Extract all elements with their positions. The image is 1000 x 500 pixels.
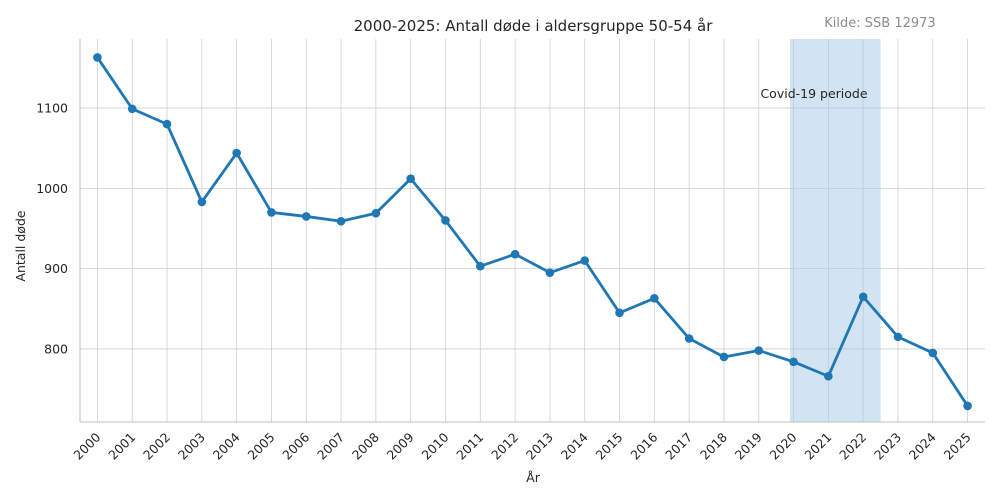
x-tick-label-2018: 2018 (697, 429, 730, 462)
y-tick-label-800: 800 (44, 341, 68, 356)
data-point-2011 (475, 261, 485, 271)
x-axis-label: År (526, 470, 541, 485)
x-tick-label-2000: 2000 (70, 429, 103, 462)
x-tick-label-2011: 2011 (453, 430, 486, 463)
x-tick-label-2006: 2006 (279, 429, 312, 462)
data-point-2009 (406, 174, 415, 184)
data-point-2022 (858, 292, 868, 302)
chart-title: 2000-2025: Antall døde i aldersgruppe 50… (354, 17, 714, 35)
x-tick-label-2023: 2023 (871, 430, 904, 463)
y-tick-label-1000: 1000 (36, 181, 68, 196)
data-point-2017 (684, 334, 694, 343)
data-point-2014 (580, 256, 590, 265)
data-point-2000 (93, 53, 102, 62)
x-tick-label-2010: 2010 (419, 429, 452, 462)
data-point-2023 (893, 332, 903, 342)
data-point-2015 (615, 308, 624, 318)
data-point-2018 (719, 352, 729, 362)
x-tick-label-2009: 2009 (384, 429, 417, 462)
data-point-2006 (301, 212, 311, 221)
axis-spines (79, 39, 985, 423)
x-tick-label-2021: 2021 (801, 430, 834, 463)
y-tick-label-900: 900 (44, 261, 68, 276)
x-tick-label-2024: 2024 (906, 429, 939, 462)
data-point-2024 (928, 348, 938, 358)
data-point-2004 (232, 148, 241, 158)
x-tick-label-2005: 2005 (244, 430, 277, 463)
series-layer (93, 53, 972, 411)
y-axis-label: Antall døde (13, 210, 28, 281)
series-line-0 (96, 56, 969, 407)
x-tick-label-2015: 2015 (593, 430, 626, 463)
x-tick-label-2004: 2004 (210, 429, 243, 462)
x-tick-label-2003: 2003 (175, 430, 208, 463)
x-tick-label-2001: 2001 (105, 430, 138, 463)
x-tick-label-2013: 2013 (523, 430, 556, 463)
x-tick-label-2025: 2025 (941, 430, 974, 463)
data-point-2012 (510, 249, 520, 259)
covid-annotation: Covid-19 periode (760, 86, 867, 101)
data-point-2008 (371, 208, 381, 218)
data-point-2016 (650, 294, 659, 303)
x-tick-label-2019: 2019 (732, 429, 765, 462)
x-tick-label-2008: 2008 (349, 429, 382, 462)
data-point-2010 (441, 216, 450, 225)
data-point-2025 (963, 401, 972, 411)
data-point-2003 (197, 197, 207, 207)
y-tick-labels: 800 900 1000 1100 (36, 101, 68, 357)
data-point-2001 (127, 104, 137, 114)
data-point-2007 (336, 216, 346, 226)
x-tick-label-2012: 2012 (488, 430, 521, 463)
data-point-2021 (824, 371, 833, 381)
data-point-2002 (162, 119, 172, 129)
data-point-2020 (789, 357, 798, 367)
y-tick-label-1100: 1100 (36, 101, 68, 116)
x-tick-label-2022: 2022 (836, 430, 869, 463)
x-tick-label-2017: 2017 (662, 430, 695, 463)
data-point-2019 (754, 346, 764, 355)
x-tick-label-2014: 2014 (558, 429, 591, 462)
x-tick-label-2002: 2002 (140, 430, 173, 463)
x-tick-label-2016: 2016 (627, 429, 660, 462)
x-tick-label-2020: 2020 (767, 429, 800, 462)
x-tick-label-2007: 2007 (314, 430, 347, 463)
data-point-2013 (545, 268, 555, 277)
source-note: Kilde: SSB 12973 (824, 16, 935, 31)
x-tick-labels: 2000 2001 2002 2003 2004 2005 2006 2007 2008 2009… (70, 429, 973, 462)
data-point-2005 (267, 208, 276, 217)
